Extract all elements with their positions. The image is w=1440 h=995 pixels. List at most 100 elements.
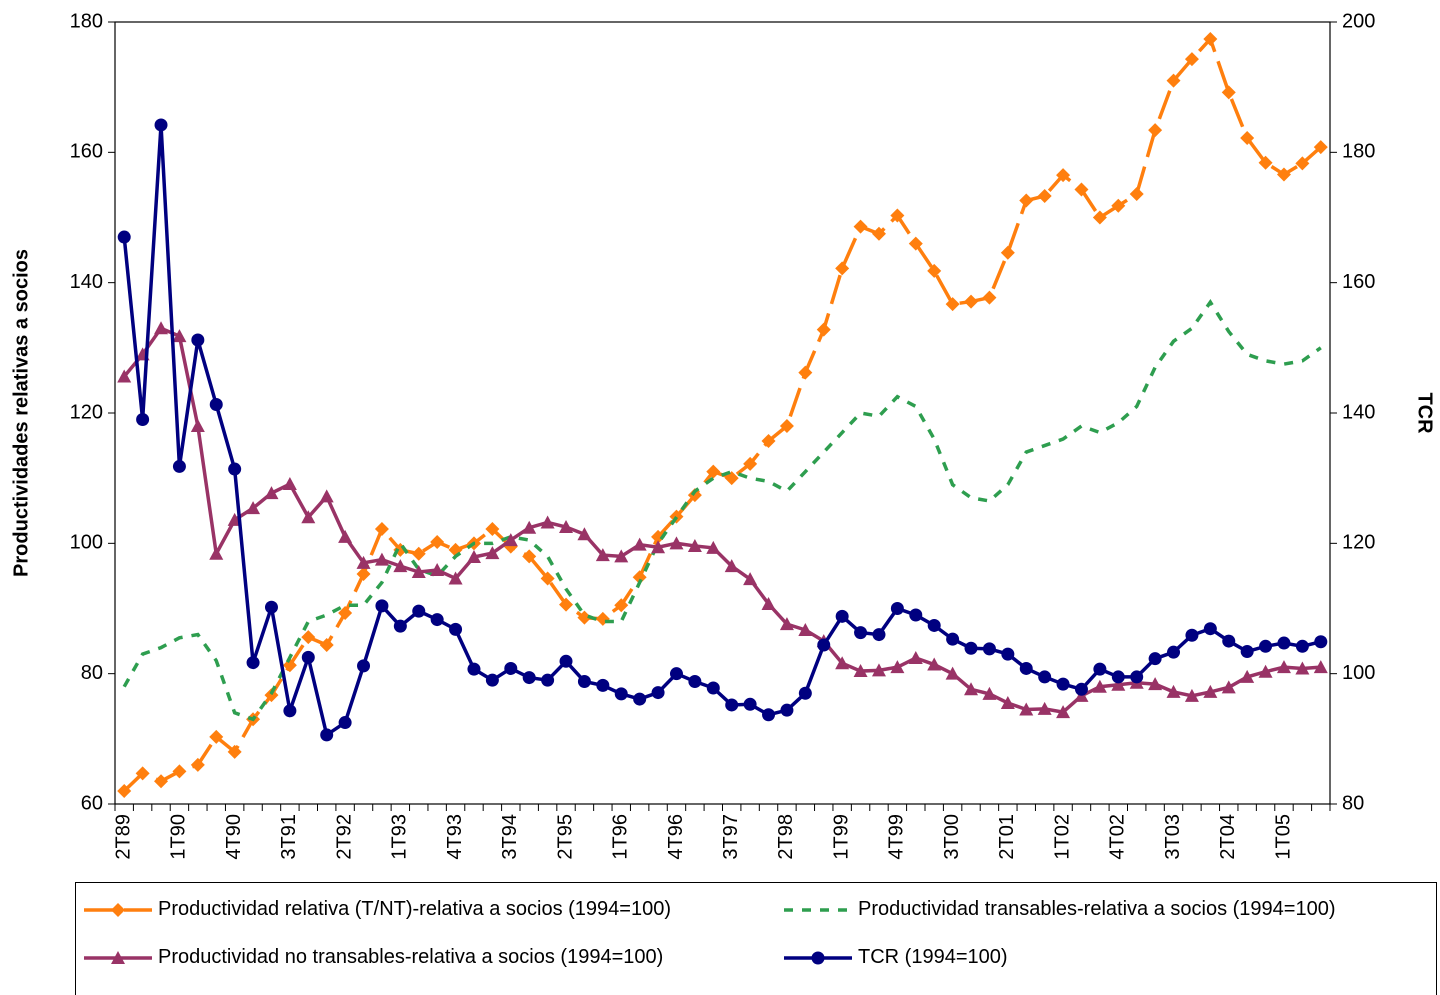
- y2-tick-label: 80: [1342, 792, 1364, 814]
- marker: [688, 674, 702, 688]
- marker: [890, 660, 905, 674]
- marker: [319, 489, 334, 503]
- marker: [485, 521, 500, 536]
- marker: [430, 563, 445, 577]
- marker: [1019, 702, 1034, 716]
- x-tick-label: 3T91: [278, 814, 300, 860]
- y2-tick-label: 200: [1342, 10, 1375, 32]
- marker: [890, 602, 904, 615]
- marker: [1277, 636, 1291, 650]
- marker: [209, 398, 223, 412]
- marker: [357, 659, 371, 673]
- x-tick-label: 1T96: [610, 814, 632, 860]
- legend-label: Productividad no transables-relativa a s…: [158, 946, 664, 968]
- marker: [908, 236, 923, 251]
- marker: [1111, 677, 1126, 691]
- marker: [872, 628, 886, 642]
- x-tick-label: 2T89: [112, 814, 134, 860]
- marker: [1167, 645, 1181, 659]
- marker: [596, 678, 610, 692]
- marker: [706, 540, 721, 554]
- marker: [1203, 684, 1218, 698]
- marker: [338, 606, 353, 621]
- marker: [264, 600, 278, 614]
- x-tick-label: 1T02: [1051, 814, 1073, 860]
- marker: [780, 703, 794, 717]
- marker: [651, 529, 666, 544]
- marker: [1203, 622, 1217, 636]
- marker: [1111, 198, 1126, 213]
- marker: [577, 527, 592, 541]
- marker: [522, 520, 537, 534]
- legend-key: [84, 951, 152, 964]
- marker: [374, 521, 389, 536]
- marker: [191, 333, 205, 347]
- marker: [927, 618, 941, 632]
- marker: [761, 434, 776, 449]
- marker: [154, 321, 169, 335]
- marker: [283, 704, 297, 718]
- marker: [1240, 669, 1255, 683]
- marker: [430, 535, 445, 550]
- marker: [1130, 670, 1144, 684]
- legend-label: Productividad transables-relativa a soci…: [858, 898, 1336, 920]
- legend-key: [84, 903, 152, 917]
- marker: [1184, 52, 1199, 67]
- marker: [964, 294, 979, 309]
- legend: Productividad relativa (T/NT)-relativa a…: [75, 882, 1437, 995]
- marker: [687, 488, 702, 503]
- marker: [393, 559, 408, 573]
- marker: [1276, 660, 1291, 674]
- marker: [853, 664, 868, 678]
- marker: [301, 630, 316, 645]
- marker: [982, 686, 997, 700]
- marker: [117, 369, 132, 383]
- marker: [835, 609, 849, 623]
- marker: [595, 548, 610, 562]
- marker: [890, 208, 905, 223]
- marker: [412, 604, 426, 618]
- x-tick-label: 4T02: [1107, 814, 1129, 860]
- marker: [1240, 645, 1254, 659]
- marker: [853, 219, 868, 234]
- legend-label: Productividad relativa (T/NT)-relativa a…: [158, 898, 671, 920]
- marker: [172, 459, 186, 473]
- marker: [871, 226, 886, 241]
- marker: [1037, 188, 1052, 203]
- marker: [1258, 155, 1273, 170]
- marker: [264, 486, 279, 500]
- x-tick-label: 2T95: [554, 814, 576, 860]
- marker: [669, 536, 684, 550]
- marker: [411, 565, 426, 579]
- marker: [1056, 168, 1071, 183]
- marker: [964, 682, 979, 696]
- marker: [190, 419, 205, 433]
- marker: [356, 566, 371, 581]
- marker: [1111, 670, 1125, 684]
- marker: [633, 692, 647, 706]
- marker: [1295, 156, 1310, 171]
- marker: [430, 613, 444, 627]
- marker: [1092, 210, 1107, 225]
- marker: [762, 708, 776, 722]
- marker: [1019, 661, 1033, 675]
- marker: [541, 673, 555, 687]
- y2-tick-label: 180: [1342, 141, 1375, 163]
- marker: [706, 464, 721, 479]
- marker: [835, 261, 850, 276]
- marker: [725, 698, 739, 712]
- marker: [1184, 688, 1199, 702]
- marker: [466, 550, 481, 564]
- x-tick-label: 2T01: [996, 814, 1018, 860]
- marker: [798, 686, 812, 700]
- marker: [1295, 639, 1309, 653]
- marker: [1221, 680, 1236, 694]
- marker: [743, 572, 758, 586]
- marker: [282, 477, 297, 491]
- y-tick-label: 100: [70, 532, 103, 554]
- marker: [448, 571, 463, 585]
- marker: [1259, 639, 1273, 653]
- marker: [1240, 130, 1255, 145]
- marker: [595, 611, 610, 626]
- marker: [1258, 664, 1273, 678]
